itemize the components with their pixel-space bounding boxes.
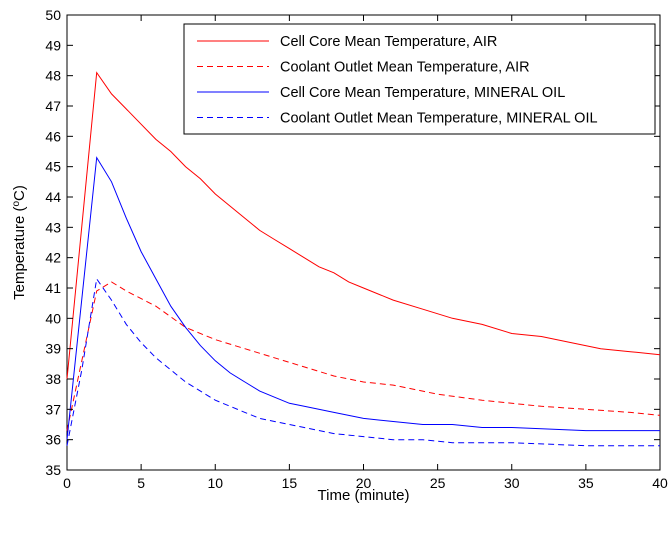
y-tick-label: 41 [45, 280, 61, 296]
x-tick-label: 40 [652, 475, 668, 491]
y-tick-label: 35 [45, 462, 61, 478]
x-tick-label: 0 [63, 475, 71, 491]
legend-label-1: Cell Core Mean Temperature, AIR [280, 34, 497, 50]
x-tick-label: 25 [430, 475, 446, 491]
y-tick-label: 38 [45, 371, 61, 387]
tick-layer: 0 5 10 15 20 25 30 35 40 35 36 37 38 39 40 41 42 43 44 45 46… [45, 7, 668, 491]
x-tick-label: 5 [137, 475, 145, 491]
y-tick-label: 44 [45, 189, 61, 205]
x-tick-label: 15 [282, 475, 298, 491]
x-axis-label: Time (minute) [318, 487, 410, 504]
legend-label-3: Cell Core Mean Temperature, MINERAL OIL [280, 85, 565, 101]
series-layer [66, 71, 661, 447]
y-tick-label: 50 [45, 7, 61, 23]
y-tick-label: 45 [45, 159, 61, 175]
y-tick-label: 43 [45, 219, 61, 235]
y-tick-label: 36 [45, 432, 61, 448]
y-tick-label: 37 [45, 401, 61, 417]
y-axis-label-unit: C) [11, 185, 28, 201]
y-tick-label: 42 [45, 250, 61, 266]
y-tick-label: 49 [45, 37, 61, 53]
series-line-4 [66, 277, 660, 447]
series-line-1 [66, 71, 661, 380]
y-tick-label: 39 [45, 341, 61, 357]
series-line-3 [66, 156, 660, 440]
x-tick-label: 30 [504, 475, 520, 491]
legend-box [183, 23, 656, 135]
series-line-2 [66, 281, 661, 431]
legend-label-2: Coolant Outlet Mean Temperature, AIR [280, 60, 530, 76]
y-axis-label-degree: o [11, 201, 22, 207]
legend: Cell Core Mean Temperature, AIR Coolant O… [183, 23, 656, 135]
y-axis-label-part: Temperature ( [11, 207, 28, 300]
y-tick-label: 46 [45, 128, 61, 144]
y-axis-label: Temperature (oC) [11, 185, 29, 300]
y-tick-label: 48 [45, 68, 61, 84]
y-tick-label: 40 [45, 310, 61, 326]
x-tick-label: 20 [356, 475, 372, 491]
x-tick-label: 35 [578, 475, 594, 491]
y-tick-label: 47 [45, 98, 61, 114]
legend-label-4: Coolant Outlet Mean Temperature, MINERAL… [280, 111, 598, 127]
x-tick-label: 10 [207, 475, 223, 491]
